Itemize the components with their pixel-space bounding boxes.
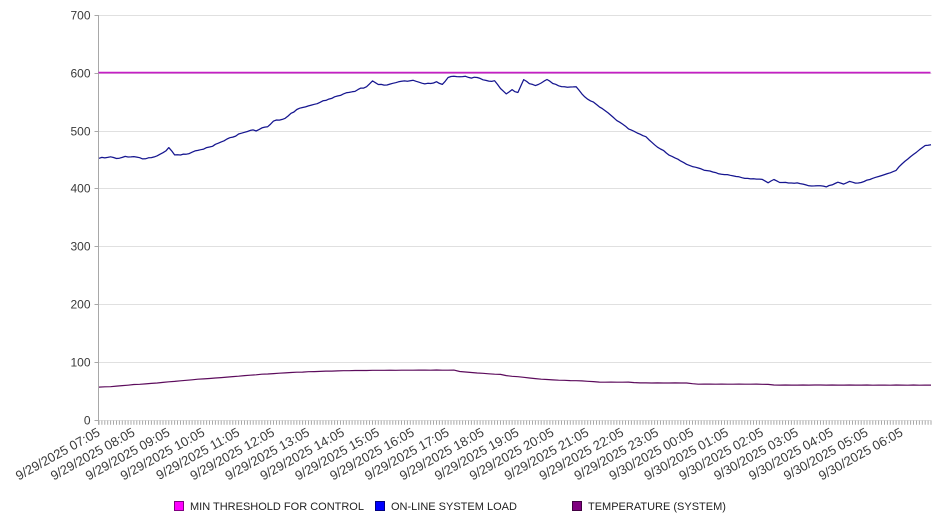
svg-text:100: 100 [70, 356, 90, 370]
svg-text:ON-LINE SYSTEM LOAD: ON-LINE SYSTEM LOAD [391, 501, 517, 513]
svg-text:TEMPERATURE (SYSTEM): TEMPERATURE (SYSTEM) [588, 501, 726, 513]
svg-text:400: 400 [70, 182, 90, 196]
svg-text:0: 0 [84, 414, 91, 428]
svg-text:700: 700 [70, 9, 90, 23]
svg-text:600: 600 [70, 67, 90, 81]
svg-text:MIN THRESHOLD FOR CONTROL: MIN THRESHOLD FOR CONTROL [190, 501, 364, 513]
svg-text:500: 500 [70, 125, 90, 139]
svg-text:300: 300 [70, 240, 90, 254]
svg-text:200: 200 [70, 298, 90, 312]
